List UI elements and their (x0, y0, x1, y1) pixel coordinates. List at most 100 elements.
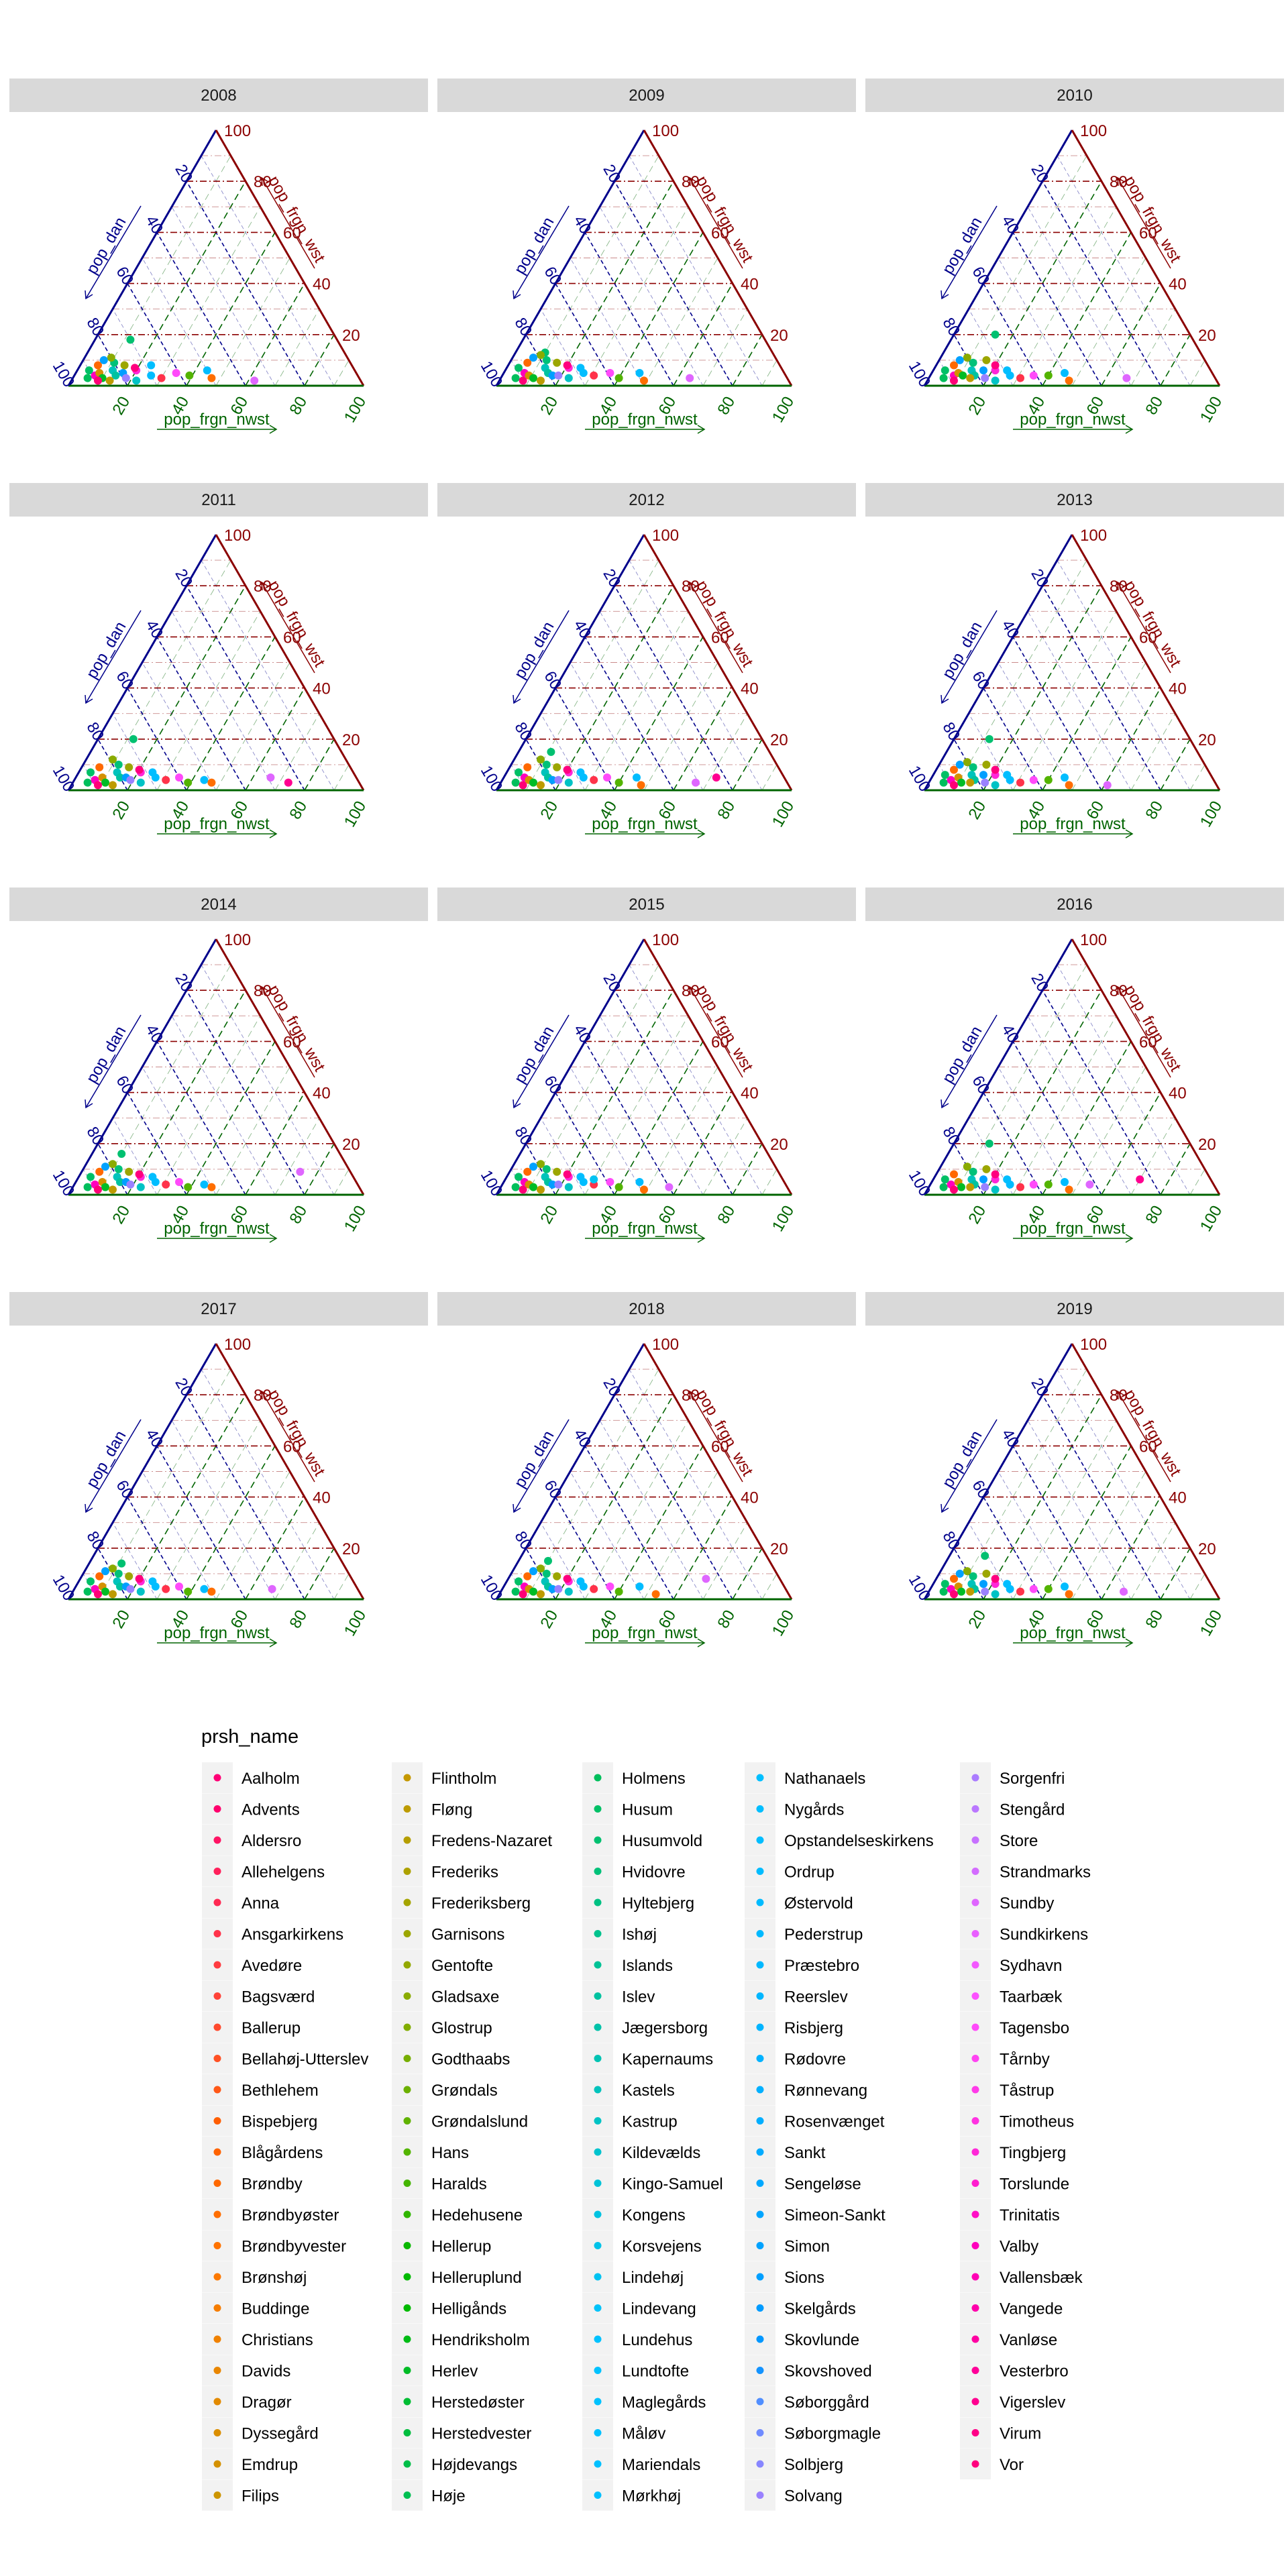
axis-arrowhead-dan (513, 1503, 521, 1513)
grid-line-frgn-nwst (245, 1092, 305, 1195)
legend-label: Bagsværd (241, 1988, 315, 2006)
scatter-point (125, 763, 133, 771)
scatter-point (114, 760, 123, 769)
scatter-point (590, 1175, 598, 1184)
scatter-point (957, 1183, 965, 1191)
axis-arrowhead-frgn-nwst (697, 1638, 706, 1648)
scatter-point (94, 781, 102, 790)
legend-item: Sorgenfri (960, 1762, 1065, 1793)
tick-label-frgn-wst: 20 (770, 327, 788, 345)
legend-item: Korsvejens (582, 2230, 702, 2261)
grid-line-dan (97, 1143, 128, 1195)
scatter-points (939, 1552, 1128, 1599)
tick-label-frgn-wst: 100 (1080, 122, 1107, 140)
scatter-point (1016, 778, 1024, 787)
grid-line-frgn-nwst (983, 989, 1102, 1195)
axis-line-dan (923, 938, 1073, 1195)
legend-marker (971, 2304, 979, 2312)
grid-line-frgn-nwst (983, 585, 1102, 791)
scatter-point (129, 735, 138, 743)
legend-label: Anna (241, 1894, 280, 1913)
scatter-point (511, 374, 520, 382)
grid-line-dan (570, 258, 645, 386)
legend-marker (756, 2429, 764, 2436)
facet-strip-label: 2016 (1057, 896, 1092, 914)
legend-label: Tåstrup (1000, 2082, 1054, 2100)
legend-marker (594, 2460, 602, 2468)
legend-item: Avedøre (202, 1949, 302, 1980)
grid-line-frgn-nwst (274, 713, 320, 791)
scatter-points (83, 735, 292, 790)
axis-line-frgn-wst (1071, 129, 1221, 386)
legend-label: Herstedvester (431, 2425, 531, 2443)
legend-marker (403, 2180, 411, 2187)
legend-marker (756, 1868, 764, 1875)
grid-line-frgn-nwst (186, 231, 276, 386)
facet-strip (865, 78, 1284, 112)
axis-line-frgn-wst (1071, 1343, 1221, 1600)
axis-title-frgn-nwst: pop_frgn_nwst (1020, 411, 1126, 429)
tick-label-frgn-wst: 20 (1198, 731, 1216, 749)
legend-label: Torslunde (1000, 2176, 1069, 2194)
scatter-point (1003, 1580, 1012, 1589)
legend-item: Hvidovre (582, 1856, 686, 1887)
grid-line-dan (511, 360, 527, 386)
legend-marker (594, 2367, 602, 2374)
legend-label: Pederstrup (784, 1926, 863, 1944)
legend-item: Rødovre (745, 2043, 846, 2074)
grid-line-frgn-nwst (274, 1118, 320, 1195)
grid-line-frgn-nwst (274, 309, 320, 386)
legend-label: Frederiks (431, 1864, 498, 1882)
legend-marker (403, 2148, 411, 2156)
legend-item: Helleruplund (392, 2261, 522, 2292)
ternary-grid (511, 155, 777, 386)
legend-label: Lundtofte (622, 2363, 689, 2381)
legend-item: Hedehusene (392, 2199, 523, 2230)
scatter-point (109, 755, 117, 764)
legend-marker (971, 2210, 979, 2218)
legend-item: Kildevælds (582, 2137, 700, 2167)
legend-marker (403, 2117, 411, 2125)
legend-item: Islev (582, 1980, 655, 2012)
legend-item: Herstedøster (392, 2386, 525, 2417)
axis-line-frgn-wst (215, 534, 365, 791)
scatter-point (1044, 371, 1053, 380)
tick-label-frgn-wst: 100 (652, 122, 679, 140)
legend-label: Vor (1000, 2456, 1024, 2474)
scatter-point (511, 1587, 520, 1596)
grid-line-frgn-nwst (1101, 1092, 1161, 1195)
legend-marker (213, 2117, 221, 2125)
legend-item: Husum (582, 1793, 673, 1825)
scatter-point (132, 376, 141, 385)
scatter-point (1061, 1582, 1069, 1591)
scatter-point (519, 781, 527, 790)
legend-label: Skelgårds (784, 2300, 856, 2318)
legend-label: Advents (241, 1801, 300, 1819)
scatter-point (268, 1585, 276, 1593)
grid-line-dan (156, 231, 246, 386)
axis-arrowhead-frgn-wst (689, 176, 697, 186)
legend-item: Herlev (392, 2355, 478, 2386)
scatter-point (939, 1183, 948, 1191)
grid-line-frgn-nwst (643, 662, 718, 791)
scatter-point (1029, 1180, 1038, 1189)
scatter-point (101, 1163, 109, 1171)
scatter-point (614, 1587, 623, 1596)
tick-label-frgn-wst: 80 (682, 1387, 700, 1405)
scatter-point (109, 1160, 117, 1169)
scatter-point (101, 1567, 109, 1576)
scatter-point (614, 374, 623, 382)
grid-line-dan (599, 611, 704, 791)
legend-marker (213, 2273, 221, 2281)
grid-line-frgn-nwst (304, 334, 335, 386)
legend-marker (971, 2086, 979, 2094)
scatter-point (121, 374, 130, 382)
grid-line-frgn-nwst (732, 1143, 763, 1195)
legend-item: Brøndbyøster (202, 2199, 339, 2230)
grid-line-dan (1027, 1016, 1132, 1195)
legend-item: Flintholm (392, 1762, 496, 1793)
legend-label: Sengeløse (784, 2176, 861, 2194)
legend-marker (756, 2398, 764, 2406)
scatter-point (563, 765, 572, 774)
legend-marker (213, 2398, 221, 2406)
